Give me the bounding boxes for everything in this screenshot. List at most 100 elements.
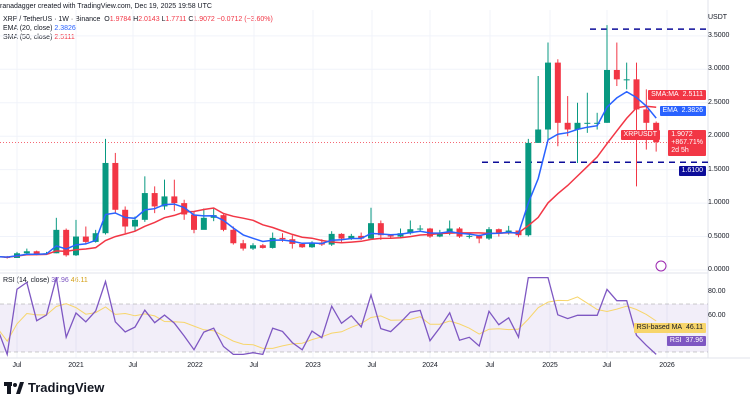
candle-body (554, 62, 561, 123)
x-tick-label: Jul (367, 362, 377, 369)
symbol-name[interactable]: XRP / TetherUS · 1W · Binance (3, 16, 101, 23)
candle-body (358, 235, 365, 239)
x-tick-label: 2025 (542, 362, 558, 369)
candle-body (269, 237, 276, 248)
ema-line (0, 90, 657, 258)
candle-body (574, 122, 581, 130)
candle-body (161, 196, 168, 207)
candle-body (643, 109, 650, 123)
candle-body (495, 229, 502, 233)
low-label: L (161, 16, 166, 23)
candle-body (505, 230, 512, 233)
sma-label: SMA (50, close) (3, 34, 53, 41)
symbol-legend: XRP / TetherUS · 1W · Binance O1.9784 H2… (3, 16, 273, 24)
candle-body (338, 233, 345, 239)
low-value: 1.7711 (165, 16, 187, 23)
rsi-legend[interactable]: RSI (14, close) 37.96 46.11 (3, 277, 88, 285)
tradingview-logo: TradingView (4, 380, 104, 395)
candle-body (53, 229, 60, 254)
y-tick-label: 1.0000 (708, 199, 730, 207)
rsi-band (0, 304, 708, 352)
y-tick-label: 0.5000 (708, 232, 730, 240)
rsi-ma-value: 46.11 (70, 277, 88, 284)
price-tag: 1.9072 +867.71% 2d 5h (668, 130, 706, 156)
candle-body (141, 193, 148, 220)
candle-body (92, 233, 99, 242)
candle-body (328, 233, 335, 245)
change-value: −0.0712 (−3.60%) (216, 16, 273, 23)
candle-body (230, 229, 237, 244)
candle-body (33, 251, 40, 254)
candle-body (191, 214, 197, 230)
candle-body (436, 233, 443, 237)
y-tick-label: 2.0000 (708, 132, 730, 140)
candle-body (535, 129, 542, 143)
close-label: C (188, 16, 194, 23)
candle-body (594, 122, 601, 124)
open-value: 1.9784 (109, 16, 132, 23)
alert-icon (655, 260, 667, 272)
candle-body (23, 251, 30, 254)
high-label: H (133, 16, 139, 23)
candle-body (132, 219, 138, 227)
candle-body (112, 162, 119, 210)
candle-body (82, 236, 89, 242)
ema-legend[interactable]: EMA (20, close) 2.3826 (3, 25, 76, 33)
candle-body (545, 62, 551, 130)
rsi-tick-label: 60.00 (708, 312, 726, 319)
candle-body (377, 223, 384, 236)
y-tick-label: 3.5000 (708, 31, 730, 39)
brand-name: TradingView (28, 380, 105, 395)
candle-body (63, 229, 70, 256)
y-tick-label: 2.5000 (708, 98, 730, 106)
candle-body (604, 69, 610, 123)
x-tick-label: 2024 (422, 362, 438, 369)
ema-label: EMA (20, close) (3, 25, 53, 32)
candle-body (259, 245, 266, 248)
rsi-ma-tag: RSI-based MA 46.11 (633, 323, 706, 333)
candle-body (633, 79, 640, 110)
x-tick-label: Jul (485, 362, 495, 369)
y-tick-label: 3.0000 (708, 65, 730, 73)
x-tick-label: Jul (249, 362, 259, 369)
candle-body (200, 217, 207, 230)
candle-body (279, 237, 286, 240)
candle-body (102, 162, 109, 234)
candle-body (171, 196, 178, 204)
candle-body (525, 142, 532, 236)
candle-body (220, 215, 227, 230)
candle-body (151, 193, 158, 207)
tradingview-icon (4, 381, 24, 394)
ema-tag: EMA 2.3826 (659, 106, 706, 116)
candle-body (368, 223, 374, 239)
price-tag-symbol: XRPUSDT (620, 130, 660, 140)
rsi-label: RSI (14, close) (3, 277, 50, 284)
x-tick-label: 2023 (305, 362, 321, 369)
x-tick-label: 2026 (659, 362, 675, 369)
level-tag: 1.6100 (678, 166, 706, 176)
candle-body (181, 203, 188, 215)
x-tick-label: 2022 (187, 362, 203, 369)
candle-body (613, 69, 620, 80)
candle-body (348, 235, 355, 239)
candle-body (309, 242, 315, 248)
rsi-tick-label: 80.00 (708, 288, 726, 295)
candle-body (407, 229, 414, 234)
price-unit: USDT (708, 14, 728, 21)
x-tick-label: Jul (602, 362, 612, 369)
candle-body (417, 228, 424, 230)
x-tick-label: Jul (12, 362, 22, 369)
candle-body (476, 235, 483, 239)
candle-body (299, 243, 306, 248)
open-label: O (104, 16, 110, 23)
rsi-value: 37.96 (51, 277, 69, 284)
candle-body (240, 243, 247, 249)
y-tick-label: 0.0000 (708, 266, 730, 273)
candle-body (466, 235, 473, 237)
candle-body (564, 122, 571, 130)
candle-body (623, 79, 630, 81)
candle-body (250, 245, 256, 249)
x-tick-label: Jul (128, 362, 138, 369)
sma-legend[interactable]: SMA (50, close) 2.5111 (3, 34, 75, 42)
